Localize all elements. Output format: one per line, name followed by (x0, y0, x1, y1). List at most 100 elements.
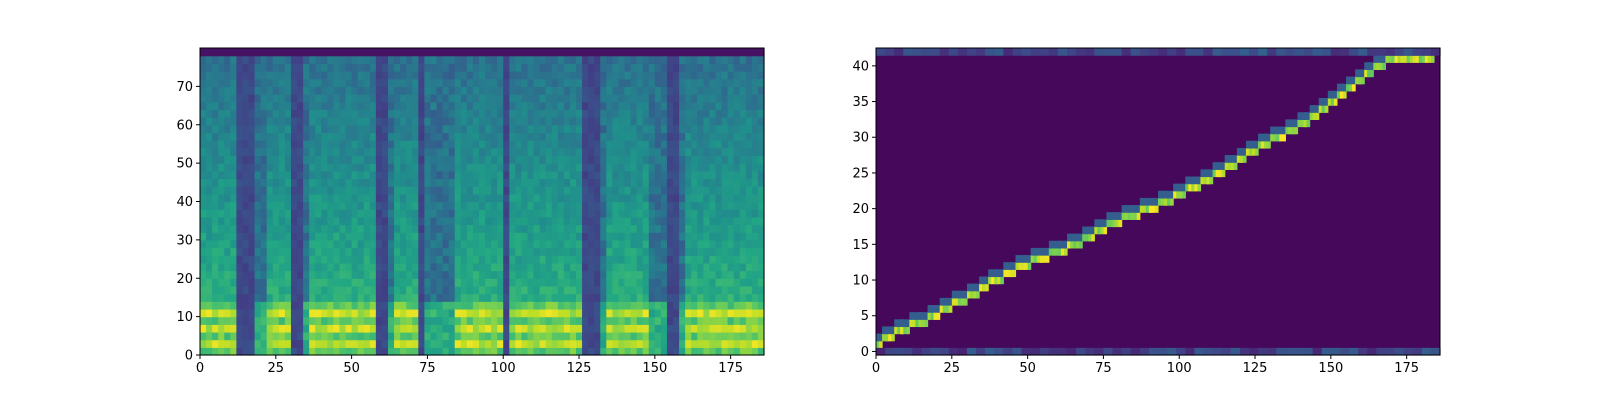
spectrogram-cell (303, 147, 310, 157)
spectrogram-cell (254, 163, 262, 172)
spectrogram-cell (673, 255, 680, 264)
spectrogram-cell (412, 347, 419, 356)
spectrogram-cell (594, 193, 601, 203)
spectrogram-cell (375, 216, 383, 226)
spectrogram-cell (503, 155, 510, 164)
spectrogram-cell (618, 347, 626, 356)
spectrogram-cell (569, 293, 577, 302)
spectrogram-cell (715, 78, 723, 87)
spectrogram-cell (460, 71, 468, 80)
alignment-cell (1148, 347, 1159, 356)
spectrogram-cell (230, 301, 237, 310)
spectrogram-cell (327, 285, 335, 295)
spectrogram-cell (673, 247, 680, 256)
spectrogram-cell (497, 209, 504, 218)
spectrogram-cell (333, 101, 341, 110)
spectrogram-cell (757, 239, 765, 249)
spectrogram-cell (284, 339, 292, 348)
spectrogram-cell (363, 155, 371, 164)
spectrogram-cell (345, 239, 353, 249)
spectrogram-cell (224, 170, 231, 180)
spectrogram-cell (266, 232, 274, 241)
spectrogram-cell (206, 270, 213, 279)
spectrogram-cell (290, 278, 298, 287)
spectrogram-cell (533, 209, 541, 218)
alignment-cell (1221, 162, 1226, 170)
spectrogram-cell (333, 140, 341, 149)
spectrogram-cell (272, 201, 280, 210)
spectrogram-cell (309, 101, 316, 110)
spectrogram-cell (339, 163, 347, 172)
spectrogram-cell (545, 216, 553, 226)
spectrogram-cell (442, 78, 450, 87)
spectrogram-cell (539, 331, 547, 341)
spectrogram-cell (309, 216, 316, 226)
alignment-cell (894, 347, 904, 356)
spectrogram-cell (606, 178, 613, 187)
alignment-cell (976, 283, 980, 292)
spectrogram-cell (654, 155, 662, 164)
alignment-cell (1297, 119, 1302, 128)
spectrogram-cell (333, 117, 341, 126)
spectrogram-cell (266, 247, 274, 256)
spectrogram-cell (212, 178, 219, 187)
spectrogram-cell (369, 301, 377, 310)
alignment-cell (1057, 240, 1062, 249)
spectrogram-cell (339, 347, 347, 356)
spectrogram-cell (345, 155, 353, 164)
spectrogram-cell (454, 86, 462, 95)
spectrogram-cell (315, 232, 322, 241)
spectrogram-cell (394, 232, 401, 241)
spectrogram-cell (303, 178, 310, 187)
spectrogram-cell (248, 94, 256, 103)
alignment-cell (1330, 347, 1341, 356)
spectrogram-cell (200, 124, 207, 134)
spectrogram-cell (588, 293, 595, 302)
spectrogram-cell (691, 324, 698, 333)
spectrogram-cell (260, 270, 268, 279)
spectrogram-cell (400, 301, 407, 310)
spectrogram-cell (381, 201, 389, 210)
spectrogram-cell (297, 324, 304, 333)
alignment-cell (1112, 219, 1117, 228)
spectrogram-cell (345, 316, 353, 325)
spectrogram-cell (509, 301, 516, 310)
alignment-cell (1279, 126, 1283, 135)
spectrogram-cell (400, 117, 407, 126)
alignment-cell (1349, 83, 1353, 92)
spectrogram-cell (375, 255, 383, 264)
spectrogram-cell (703, 178, 711, 187)
spectrogram-cell (745, 239, 753, 249)
spectrogram-cell (466, 209, 474, 218)
spectrogram-cell (497, 78, 504, 87)
spectrogram-cell (303, 163, 310, 172)
spectrogram-cell (466, 147, 474, 157)
spectrogram-cell (406, 101, 413, 110)
spectrogram-cell (721, 232, 729, 241)
spectrogram-cell (315, 94, 322, 103)
spectrogram-cell (327, 339, 335, 348)
spectrogram-cell (418, 109, 425, 118)
spectrogram-cell (745, 209, 753, 218)
spectrogram-cell (648, 270, 656, 279)
spectrogram-cell (430, 117, 438, 126)
spectrogram-cell (254, 71, 262, 80)
spectrogram-cell (551, 347, 559, 356)
alignment-cell (1027, 255, 1032, 263)
spectrogram-cell (739, 293, 747, 302)
alignment-cell (1312, 112, 1317, 120)
spectrogram-cell (436, 186, 444, 195)
spectrogram-cell (727, 209, 735, 218)
spectrogram-cell (733, 132, 741, 141)
spectrogram-cell (375, 155, 383, 164)
spectrogram-cell (618, 186, 626, 195)
spectrogram-cell (260, 155, 268, 164)
spectrogram-cell (248, 193, 256, 203)
spectrogram-cell (648, 224, 656, 233)
spectrogram-cell (242, 247, 250, 256)
spectrogram-cell (497, 293, 504, 302)
spectrogram-cell (594, 270, 601, 279)
spectrogram-cell (448, 155, 456, 164)
spectrogram-cell (442, 193, 450, 203)
alignment-cell (1276, 126, 1280, 135)
